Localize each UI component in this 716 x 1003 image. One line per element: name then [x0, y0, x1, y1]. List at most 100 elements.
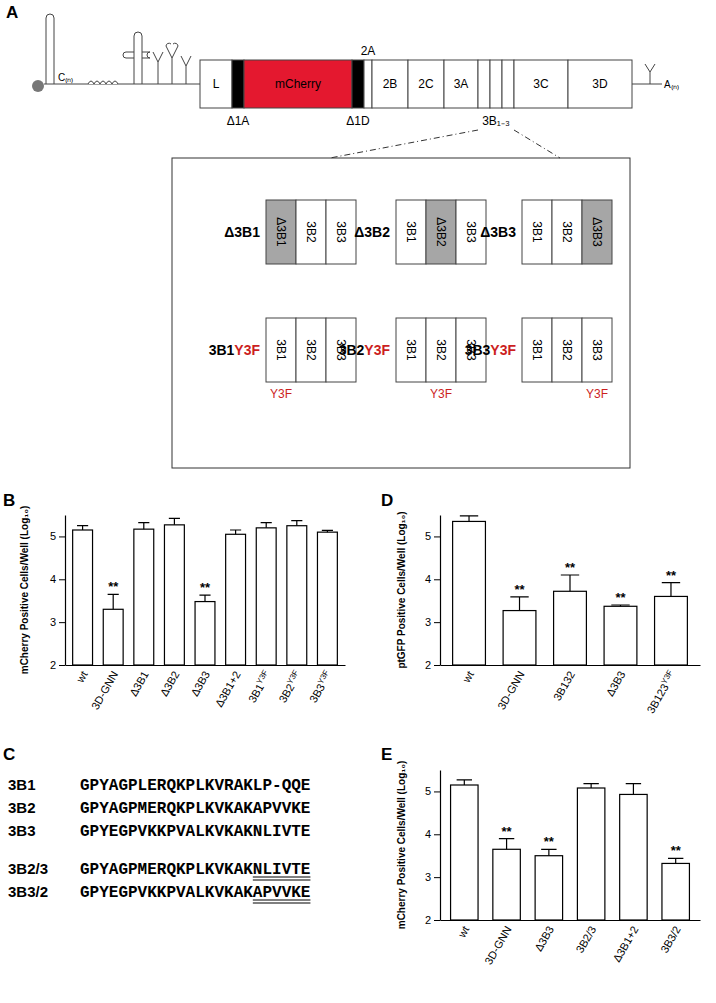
x-axis: wt3D-GNNΔ3B33B2/3Δ3B1+23B3/2 — [441, 920, 701, 966]
segment-label: L — [213, 77, 220, 91]
x-tick-label: Δ3B1 — [127, 669, 151, 698]
x-tick: 3B3Y3F — [306, 665, 335, 705]
x-tick: wt — [460, 665, 476, 685]
inset-segment-label: Δ3B3 — [590, 217, 604, 247]
y-tick-label: 4 — [50, 573, 56, 585]
genome-segment — [444, 60, 478, 108]
bar-chart: ****2345wt3D-GNNΔ3B1Δ3B2Δ3B3Δ3B1+23B1Y3F… — [19, 506, 346, 712]
bar — [317, 532, 337, 665]
segment-label: Δ1D — [346, 114, 370, 128]
y-tick-mark — [434, 877, 440, 878]
x-tick: Δ3B1+2 — [213, 665, 243, 709]
inset-segment-label: 3B2 — [560, 339, 574, 361]
construct-label: 3B3 — [465, 342, 491, 358]
pseudoknots — [88, 81, 118, 84]
x-tick-label: Δ3B1+2 — [610, 924, 640, 964]
inset-segment-label: 3B3 — [464, 221, 478, 243]
x-tick: wt — [455, 920, 471, 940]
error-bar — [510, 597, 528, 611]
panel-label: D — [381, 491, 393, 510]
significance: ** — [565, 560, 576, 575]
genome-segment — [568, 60, 632, 108]
x-tick: 3D-GNN — [482, 920, 514, 966]
error-bar — [108, 594, 119, 609]
x-axis: wt3D-GNNΔ3B1Δ3B2Δ3B3Δ3B1+23B1Y3F3B2Y3F3B… — [66, 665, 346, 711]
construct-label: Δ3B1 — [224, 224, 260, 240]
significance: ** — [666, 568, 677, 583]
y-tick-mark — [59, 665, 65, 666]
callout-line — [330, 130, 560, 158]
inset-segment-label: 3B1 — [530, 339, 544, 361]
significance: ** — [615, 590, 626, 605]
y-tick-label: 3 — [425, 871, 431, 883]
sequence-alignment: 3B1GPYAGPLERQKPLKVRAKLP-QQE3B2GPYAGPMERQ… — [8, 776, 310, 903]
inset-segment — [522, 318, 552, 382]
genome-segment — [514, 60, 568, 108]
error-bar — [583, 784, 598, 788]
error-bar — [662, 583, 680, 597]
x-tick-label: wt — [455, 924, 471, 940]
construct-mutation: Y3F — [490, 342, 516, 358]
bar — [503, 611, 536, 665]
utr-line — [632, 64, 662, 84]
y-tick-mark — [434, 579, 440, 580]
inset-segment-label: 3B1 — [404, 221, 418, 243]
genome-segment — [372, 60, 408, 108]
y-tick-mark — [434, 791, 440, 792]
y-tick: 4 — [50, 573, 65, 585]
inset-box — [172, 158, 630, 468]
x-tick: Δ3B2 — [158, 665, 182, 698]
inset-segment — [396, 318, 426, 382]
bar — [134, 529, 154, 665]
inset-segment — [552, 200, 582, 264]
inset-segment-label: Δ3B1 — [274, 217, 288, 247]
error-bar — [668, 858, 683, 863]
significance: ** — [514, 582, 525, 597]
bar — [103, 609, 123, 665]
ires-structure — [153, 43, 191, 84]
mutation-label: Y3F — [270, 387, 292, 401]
segment-label: 2A — [361, 44, 376, 58]
x-tick: Δ3B3 — [604, 665, 628, 698]
x-tick: wt — [73, 665, 89, 685]
y-tick-label: 2 — [50, 659, 56, 671]
bar — [73, 530, 93, 665]
inset-segment — [326, 200, 356, 264]
sequence-name: 3B3 — [8, 822, 36, 839]
y-axis-title: ptGFP Positive Cells/Well (Log₁₀) — [396, 511, 407, 668]
inset-segment — [582, 200, 612, 264]
x-tick-label: 3B132 — [551, 669, 577, 703]
construct-label: 3B1 — [209, 342, 235, 358]
error-bar — [460, 516, 478, 522]
sequence: GPYAGPLERQKPLKVRAKLP-QQE — [80, 777, 310, 795]
plot-area — [453, 516, 688, 665]
y-tick-label: 4 — [425, 828, 431, 840]
y-axis-line — [65, 516, 66, 666]
x-tick-label: 3B2/3 — [573, 924, 598, 955]
inset-segment — [396, 200, 426, 264]
sequence-underlined: APVVKE — [253, 884, 311, 902]
y-tick-label: 4 — [425, 573, 431, 585]
cap — [32, 80, 44, 92]
x-tick: 3B2Y3F — [275, 665, 304, 705]
error-bar — [561, 575, 579, 591]
bar — [604, 606, 637, 665]
underline — [253, 876, 311, 877]
underline — [253, 879, 311, 880]
genome-segment — [478, 60, 490, 108]
inset-segment — [582, 318, 612, 382]
error-bar — [261, 523, 272, 528]
y-axis: 2345 — [425, 771, 441, 927]
x-tick: Δ3B3 — [532, 920, 556, 953]
construct-mutation: Y3F — [234, 342, 260, 358]
sequence: GPYEGPVKKPVALKVKAK — [80, 884, 253, 902]
bar — [577, 788, 604, 920]
segment-label: Δ1A — [227, 114, 250, 128]
significance: ** — [200, 580, 211, 595]
x-tick-label: 3D-GNN — [482, 924, 514, 967]
inset-segment — [522, 200, 552, 264]
panel-label: B — [3, 491, 15, 510]
plot-area — [73, 518, 338, 665]
segment-label: mCherry — [275, 77, 321, 91]
significance: ** — [671, 843, 682, 858]
